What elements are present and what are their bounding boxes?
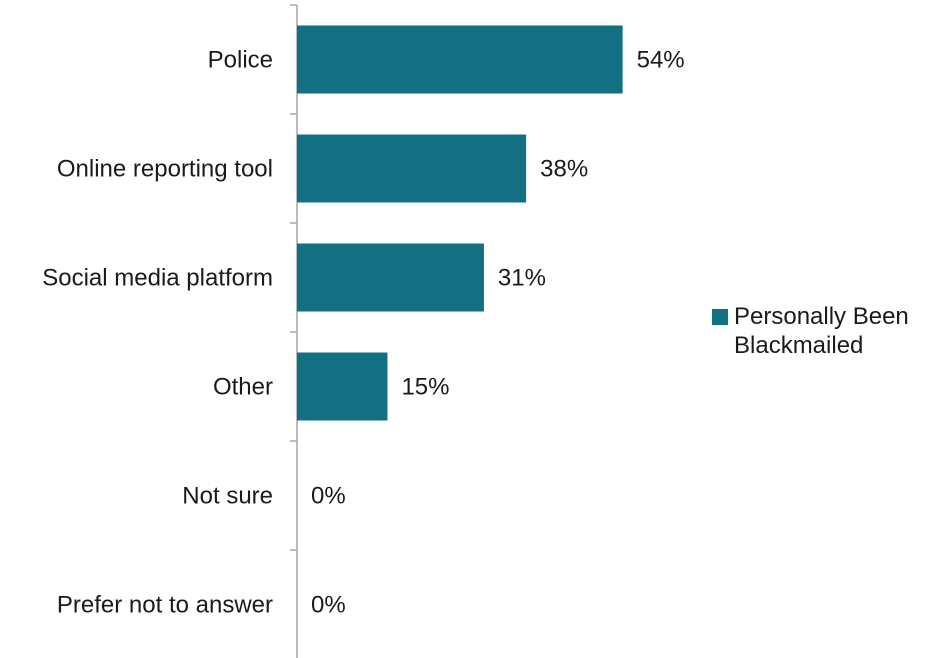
data-label: 54% [637,47,685,74]
data-label: 0% [311,592,346,619]
data-label: 38% [540,156,588,183]
category-label: Not sure [182,483,273,510]
bar [297,25,623,94]
data-label: 31% [498,265,546,292]
category-label: Social media platform [42,265,273,292]
bar [297,352,388,421]
bar [297,243,484,312]
data-label: 15% [401,374,449,401]
legend-label: Personally Been Blackmailed [734,303,909,359]
data-label: 0% [311,483,346,510]
bars [297,25,623,421]
bar [297,134,527,203]
legend-swatch [712,309,728,325]
category-label: Other [213,374,273,401]
category-label: Online reporting tool [57,156,273,183]
category-label: Police [208,47,273,74]
legend: Personally Been Blackmailed [712,302,938,360]
labels: Police 54% Online reporting tool 38% Social … [42,47,684,619]
category-axis [290,4,298,658]
category-label: Prefer not to answer [57,592,273,619]
